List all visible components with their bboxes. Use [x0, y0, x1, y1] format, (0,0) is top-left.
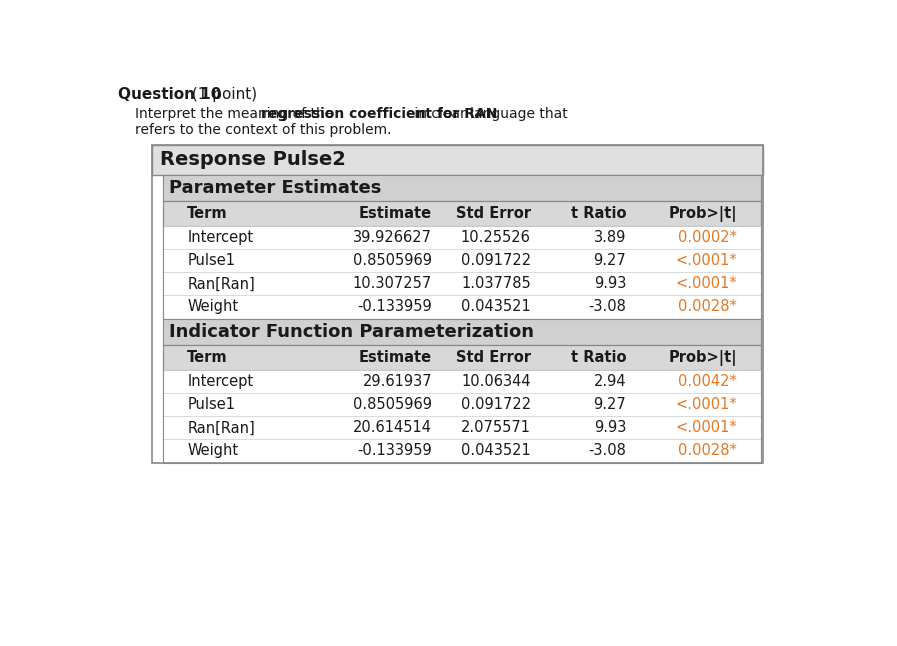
Text: 0.043521: 0.043521: [461, 443, 531, 459]
Text: Estimate: Estimate: [359, 206, 432, 222]
Text: refers to the context of this problem.: refers to the context of this problem.: [135, 123, 392, 137]
Bar: [163, 346, 761, 463]
Text: Response Pulse2: Response Pulse2: [161, 151, 346, 169]
Text: 39.926627: 39.926627: [353, 230, 432, 245]
Text: t Ratio: t Ratio: [570, 350, 626, 365]
Text: 0.0028*: 0.0028*: [678, 443, 737, 459]
Text: 9.27: 9.27: [594, 253, 626, 268]
Text: 29.61937: 29.61937: [362, 374, 432, 389]
Text: 0.8505969: 0.8505969: [353, 397, 432, 412]
Text: 0.8505969: 0.8505969: [353, 253, 432, 268]
Text: Term: Term: [187, 206, 228, 222]
Bar: [163, 416, 761, 439]
Text: Weight: Weight: [187, 443, 239, 459]
Text: in clear language that: in clear language that: [411, 107, 569, 121]
Text: 20.614514: 20.614514: [353, 421, 432, 435]
Bar: [163, 346, 761, 370]
Text: t Ratio: t Ratio: [570, 206, 626, 222]
Text: Question 10: Question 10: [118, 87, 222, 102]
Text: -0.133959: -0.133959: [357, 443, 432, 459]
Text: -0.133959: -0.133959: [357, 300, 432, 315]
Text: Pulse1: Pulse1: [187, 253, 235, 268]
Text: 3.89: 3.89: [594, 230, 626, 245]
Text: Pulse1: Pulse1: [187, 397, 235, 412]
Text: Ran[Ran]: Ran[Ran]: [187, 421, 255, 435]
Text: Interpret the meaning of the: Interpret the meaning of the: [135, 107, 338, 121]
Text: 9.27: 9.27: [594, 397, 626, 412]
Text: 10.25526: 10.25526: [461, 230, 531, 245]
Bar: [163, 370, 761, 393]
Text: Prob>|t|: Prob>|t|: [668, 349, 737, 366]
Text: 0.091722: 0.091722: [461, 253, 531, 268]
Text: regression coefficient for RAN: regression coefficient for RAN: [261, 107, 497, 121]
Bar: [152, 145, 763, 463]
Text: 10.06344: 10.06344: [461, 374, 531, 389]
Bar: [163, 226, 761, 249]
Text: 2.075571: 2.075571: [461, 421, 531, 435]
Text: Estimate: Estimate: [359, 350, 432, 365]
Text: <.0001*: <.0001*: [675, 421, 737, 435]
Bar: [163, 439, 761, 463]
Text: 0.091722: 0.091722: [461, 397, 531, 412]
Text: 10.307257: 10.307257: [353, 276, 432, 291]
Text: Prob>|t|: Prob>|t|: [668, 206, 737, 222]
Text: Ran[Ran]: Ran[Ran]: [187, 276, 255, 291]
Text: Std Error: Std Error: [456, 350, 531, 365]
Text: 0.0002*: 0.0002*: [678, 230, 737, 245]
Text: -3.08: -3.08: [588, 443, 626, 459]
Text: 9.93: 9.93: [594, 421, 626, 435]
Bar: [163, 393, 761, 416]
Bar: [163, 202, 761, 226]
Text: 9.93: 9.93: [594, 276, 626, 291]
Text: Indicator Function Parameterization: Indicator Function Parameterization: [170, 323, 535, 341]
Text: Intercept: Intercept: [187, 374, 253, 389]
Text: Intercept: Intercept: [187, 230, 253, 245]
Text: 0.043521: 0.043521: [461, 300, 531, 315]
Text: <.0001*: <.0001*: [675, 276, 737, 291]
Text: -3.08: -3.08: [588, 300, 626, 315]
Bar: [163, 273, 761, 295]
Text: Term: Term: [187, 350, 228, 365]
Text: (1 point): (1 point): [187, 87, 257, 102]
Bar: [152, 145, 763, 174]
Text: Std Error: Std Error: [456, 206, 531, 222]
Bar: [163, 174, 761, 202]
Text: <.0001*: <.0001*: [675, 253, 737, 268]
Bar: [163, 202, 761, 318]
Text: 2.94: 2.94: [594, 374, 626, 389]
Text: 0.0042*: 0.0042*: [678, 374, 737, 389]
Text: 1.037785: 1.037785: [461, 276, 531, 291]
Bar: [163, 249, 761, 273]
Text: <.0001*: <.0001*: [675, 397, 737, 412]
Bar: [163, 318, 761, 346]
Text: Parameter Estimates: Parameter Estimates: [170, 179, 382, 197]
Text: 0.0028*: 0.0028*: [678, 300, 737, 315]
Text: Weight: Weight: [187, 300, 239, 315]
Bar: [163, 295, 761, 318]
